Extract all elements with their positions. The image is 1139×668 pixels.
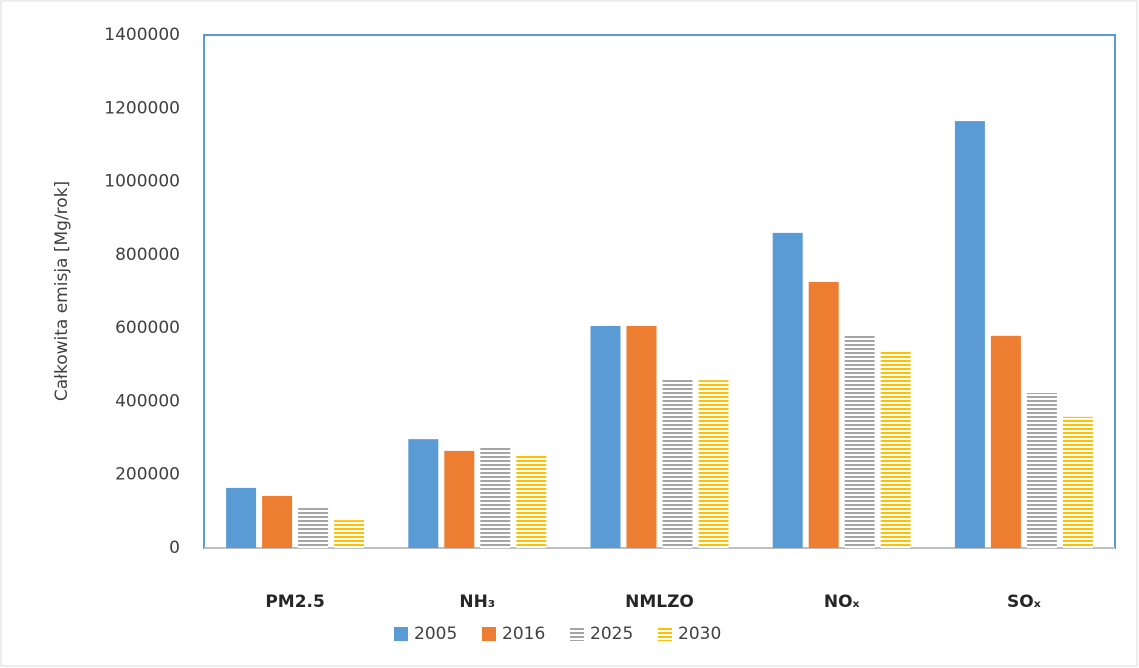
y-tick-label: 800000 [115, 245, 180, 265]
legend-label: 2016 [502, 624, 545, 644]
bar [262, 495, 293, 548]
bar [954, 121, 985, 548]
bar [1062, 416, 1093, 548]
bar [880, 350, 911, 548]
legend-swatch [570, 627, 584, 641]
bar [990, 335, 1021, 548]
bar [408, 439, 439, 548]
legend-label: 2005 [414, 624, 457, 644]
x-tick-label: NOₓ [824, 592, 860, 612]
y-tick-label: 1400000 [104, 25, 180, 45]
y-tick-label: 1200000 [104, 98, 180, 118]
legend-swatch [658, 627, 672, 641]
x-tick-label: SOₓ [1007, 592, 1041, 612]
y-tick-label: 0 [169, 538, 180, 558]
y-tick-label: 600000 [115, 318, 180, 338]
bar [626, 325, 657, 548]
bar [590, 325, 621, 548]
bar [444, 450, 475, 548]
x-tick-label: NMLZO [625, 592, 694, 612]
legend-label: 2025 [590, 624, 633, 644]
bar [226, 487, 257, 548]
x-tick-label: PM2.5 [265, 592, 325, 612]
y-tick-label: 1000000 [104, 172, 180, 192]
bar [516, 454, 547, 548]
bar [662, 377, 693, 548]
bar [808, 281, 839, 548]
legend-label: 2030 [678, 624, 721, 644]
bar [298, 508, 329, 548]
bar [480, 446, 511, 548]
bar [844, 335, 875, 548]
y-tick-label: 400000 [115, 391, 180, 411]
bar [772, 232, 803, 548]
bar [334, 520, 365, 548]
y-tick-label: 200000 [115, 465, 180, 485]
bar [698, 380, 729, 548]
legend-swatch [482, 627, 496, 641]
x-tick-label: NH₃ [459, 592, 495, 612]
y-axis-label: Całkowita emisja [Mg/rok] [52, 181, 72, 401]
bar [1026, 393, 1057, 548]
legend-swatch [394, 627, 408, 641]
